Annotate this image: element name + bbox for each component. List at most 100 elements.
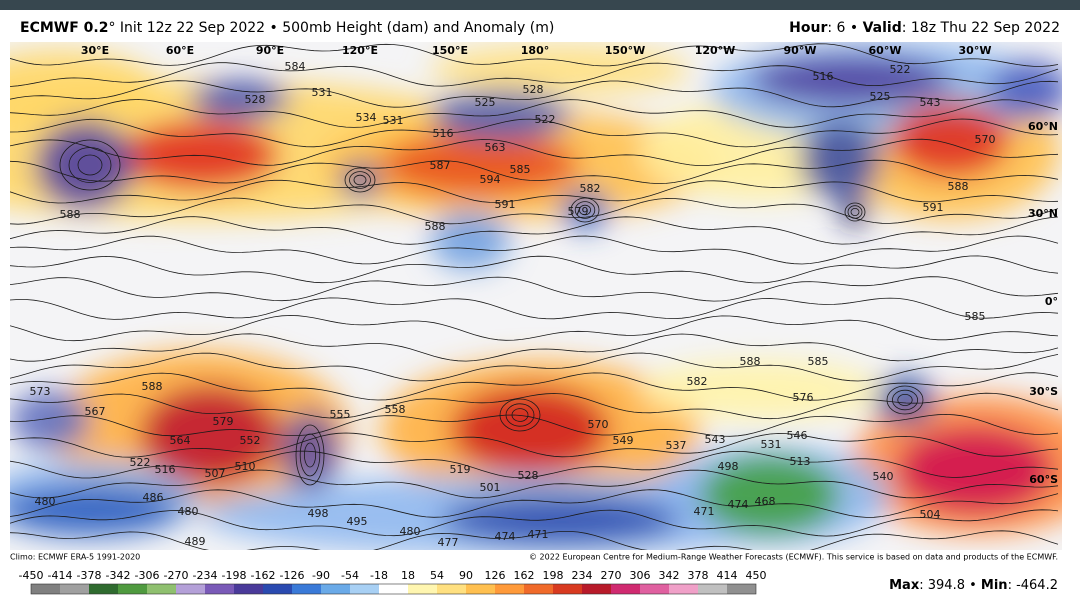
contour-label: 513 — [790, 455, 811, 468]
contour-label: 534 — [356, 111, 377, 124]
contour-label: 588 — [948, 180, 969, 193]
colorbar-tick-label: -198 — [222, 569, 247, 582]
anomaly-shading — [700, 455, 840, 535]
longitude-label: 60°W — [869, 44, 902, 57]
contour-label: 584 — [285, 60, 306, 73]
contour-label: 558 — [385, 403, 406, 416]
contour-label: 563 — [485, 141, 506, 154]
height-contour — [10, 235, 1059, 265]
height-contour — [10, 179, 1059, 204]
colorbar-swatch — [640, 584, 669, 594]
height-contour — [68, 147, 112, 183]
colorbar-tick-label: -414 — [48, 569, 73, 582]
anomaly-shading — [190, 80, 290, 120]
title: ECMWF 0.2° Init 12z 22 Sep 2022 • 500mb … — [20, 20, 554, 36]
height-contour — [10, 333, 1059, 362]
contour-label: 585 — [808, 355, 829, 368]
colorbar-swatch — [350, 584, 379, 594]
colorbar-swatch — [118, 584, 147, 594]
contour-label: 564 — [170, 434, 191, 447]
height-contour — [844, 202, 866, 222]
anomaly-shading — [280, 410, 340, 490]
contour-label: 528 — [523, 83, 544, 96]
latitude-label: 60°S — [1029, 473, 1058, 486]
colorbar-swatch — [727, 584, 756, 594]
contour-label: 471 — [694, 505, 715, 518]
colorbar-tick-label: -90 — [312, 569, 330, 582]
height-contour — [10, 138, 1059, 166]
colorbar-tick-label: 126 — [485, 569, 506, 582]
colorbar-tick-label: 414 — [717, 569, 738, 582]
height-contour — [353, 174, 367, 186]
climo: Climo: ECMWF ERA-5 1991-2020 — [10, 553, 140, 562]
height-contour — [505, 403, 535, 427]
colorbar-tick-label: 306 — [630, 569, 651, 582]
colorbar-tick-label: -234 — [193, 569, 218, 582]
max: 394.8 — [928, 578, 965, 593]
height-contour — [10, 43, 1059, 67]
contour-label: 567 — [85, 405, 106, 418]
contour-label: 555 — [330, 408, 351, 421]
colorbar-tick-label: -378 — [77, 569, 102, 582]
colorbar-swatch — [495, 584, 524, 594]
colorbar-swatch — [263, 584, 292, 594]
contour-label: 489 — [185, 535, 206, 548]
contour-label: 516 — [155, 463, 176, 476]
height-contour — [892, 389, 919, 411]
colorbar-swatch — [408, 584, 437, 594]
longitude-label: 30°E — [81, 44, 109, 57]
contour-label: 522 — [130, 456, 151, 469]
height-contour — [299, 433, 321, 477]
height-contour — [574, 201, 596, 219]
contour-label: 543 — [920, 96, 941, 109]
hour: : 6 • — [827, 20, 862, 36]
init: ° Init 12z 22 Sep 2022 • 500mb Height (d… — [108, 20, 554, 36]
contour-label: 582 — [580, 182, 601, 195]
contour-label: 507 — [205, 467, 226, 480]
anomaly-shading — [990, 60, 1062, 120]
contour-label: 570 — [975, 133, 996, 146]
height-contour — [897, 393, 913, 406]
height-contour — [579, 204, 592, 216]
height-contour — [886, 385, 924, 415]
height-contour — [303, 442, 316, 468]
contour-label: 474 — [728, 498, 749, 511]
min-label: Min — [981, 578, 1008, 593]
contour-label: 471 — [528, 528, 549, 541]
contour-label: 540 — [873, 470, 894, 483]
colorbar-swatch — [89, 584, 118, 594]
height-contour — [10, 99, 1059, 128]
anomaly-shading — [840, 198, 870, 226]
contour-label: 552 — [240, 434, 261, 447]
colorbar-swatch — [176, 584, 205, 594]
contour-label: 522 — [535, 113, 556, 126]
colorbar-swatch — [698, 584, 727, 594]
colorbar-swatch — [437, 584, 466, 594]
contour-label: 528 — [518, 469, 539, 482]
contour-label: 588 — [740, 355, 761, 368]
anomaly-shading — [560, 190, 610, 230]
min: -464.2 — [1016, 578, 1058, 593]
colorbar-tick-label: 342 — [659, 569, 680, 582]
anomaly-shading — [430, 45, 690, 95]
height-contour — [10, 216, 1059, 245]
contour-label: 474 — [495, 530, 516, 543]
contour-label: 537 — [666, 439, 687, 452]
contour-label: 498 — [308, 507, 329, 520]
contour-label: 498 — [718, 460, 739, 473]
contour-label: 588 — [425, 220, 446, 233]
contour-label: 587 — [430, 159, 451, 172]
colorbar-tick-label: 90 — [459, 569, 473, 582]
colorbar-frame — [30, 583, 757, 595]
height-contour — [10, 197, 1059, 225]
anomaly-shading — [35, 120, 135, 210]
anomaly-shading — [440, 495, 680, 545]
height-contour — [349, 171, 371, 189]
contour-label: 522 — [890, 63, 911, 76]
anomaly-shading — [430, 210, 510, 270]
contour-label: 546 — [787, 429, 808, 442]
max-label: Max — [889, 578, 920, 593]
colorbar-swatch — [524, 584, 553, 594]
colorbar-tick-label: -54 — [341, 569, 359, 582]
colorbar-swatch — [466, 584, 495, 594]
